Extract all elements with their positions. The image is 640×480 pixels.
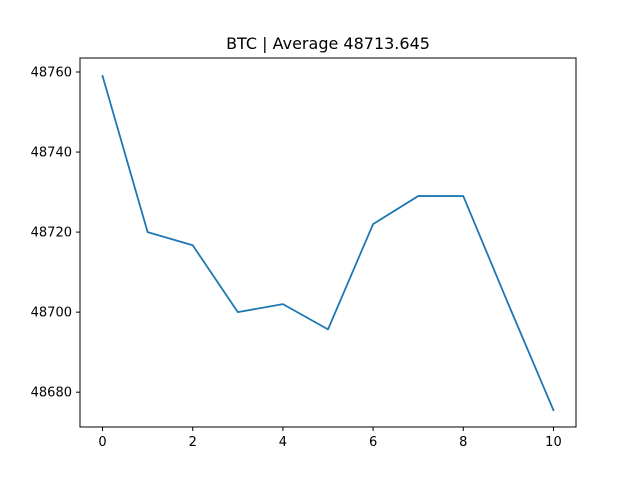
plot-area [101, 74, 555, 412]
y-tick-label-3: 48740 [31, 146, 72, 161]
y-tick-label-2: 48720 [31, 226, 72, 241]
y-tick-label-1: 48700 [31, 306, 72, 321]
x-tick-label-5: 10 [545, 435, 562, 450]
x-tick-label-0: 0 [98, 435, 106, 450]
series-line-0 [101, 74, 555, 412]
y-tick-label-4: 48760 [31, 66, 72, 81]
x-tick-label-3: 6 [369, 435, 377, 450]
x-tick-label-1: 2 [189, 435, 197, 450]
x-tick-label-4: 8 [459, 435, 467, 450]
x-tick-label-2: 4 [279, 435, 287, 450]
axes-frame [79, 57, 577, 428]
chart-title: BTC | Average 48713.645 [226, 34, 430, 53]
y-axis: 48680 48700 48720 48740 48760 [31, 66, 80, 401]
y-tick-label-0: 48680 [31, 386, 72, 401]
x-axis: 0 2 4 6 8 10 [98, 427, 562, 450]
